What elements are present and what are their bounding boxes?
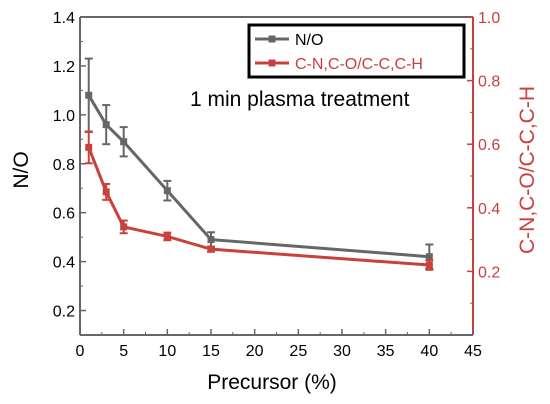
data-point [163,232,171,240]
data-point [85,143,93,151]
data-point [207,245,215,253]
x-tick-label: 20 [246,343,264,360]
series-layer [84,57,434,271]
y-axis-left-title: N/O [10,151,33,188]
y-left-tick-label: 0.2 [53,304,75,321]
data-point [120,223,128,231]
x-axis-title: Precursor (%) [207,371,337,394]
x-tick-label: 30 [333,343,351,360]
x-tick-label: 15 [202,343,220,360]
x-tick-label: 35 [377,343,395,360]
series-2 [84,130,434,271]
data-point [425,253,433,261]
x-tick-label: 45 [464,343,482,360]
legend-swatch-marker [268,35,276,43]
x-tick-label: 10 [158,343,176,360]
legend: N/O C-N,C-O/C-C,C-H [247,23,466,79]
data-point [163,187,171,195]
series-line [87,94,430,259]
data-point [85,91,93,99]
y-left-tick-label: 1.4 [53,10,75,27]
y-right-tick-label: 1.0 [478,10,500,27]
series-line [87,146,430,267]
data-point [425,261,433,269]
data-point [102,121,110,129]
y-left-tick-label: 1.0 [53,108,75,125]
y-right-tick-label: 0.2 [478,264,500,281]
data-point [102,188,110,196]
y-axis-right-title: C-N,C-O/C-C,C-H [516,86,539,254]
axes: 0 5 10 15 20 25 30 35 40 45 0.2 0.4 0.6 0.8 1.0 1.2 1.4 0… [53,10,501,360]
x-tick-label: 40 [420,343,438,360]
y-right-tick-label: 0.8 [478,74,500,91]
y-right-tick-label: 0.6 [478,137,500,154]
y-right-tick-label: 0.4 [478,201,500,218]
data-point [120,138,128,146]
y-left-tick-label: 0.4 [53,255,75,272]
legend-label: C-N,C-O/C-C,C-H [295,56,423,73]
legend-swatch-marker [268,59,276,67]
y-left-tick-label: 0.6 [53,206,75,223]
x-tick-label: 0 [76,343,85,360]
legend-box [247,23,466,79]
y-left-tick-label: 0.8 [53,157,75,174]
annotation: 1 min plasma treatment [190,88,410,111]
legend-label: N/O [295,32,323,49]
x-tick-label: 5 [119,343,128,360]
y-left-tick-label: 1.2 [53,59,75,76]
data-point [207,236,215,244]
x-tick-label: 25 [289,343,307,360]
